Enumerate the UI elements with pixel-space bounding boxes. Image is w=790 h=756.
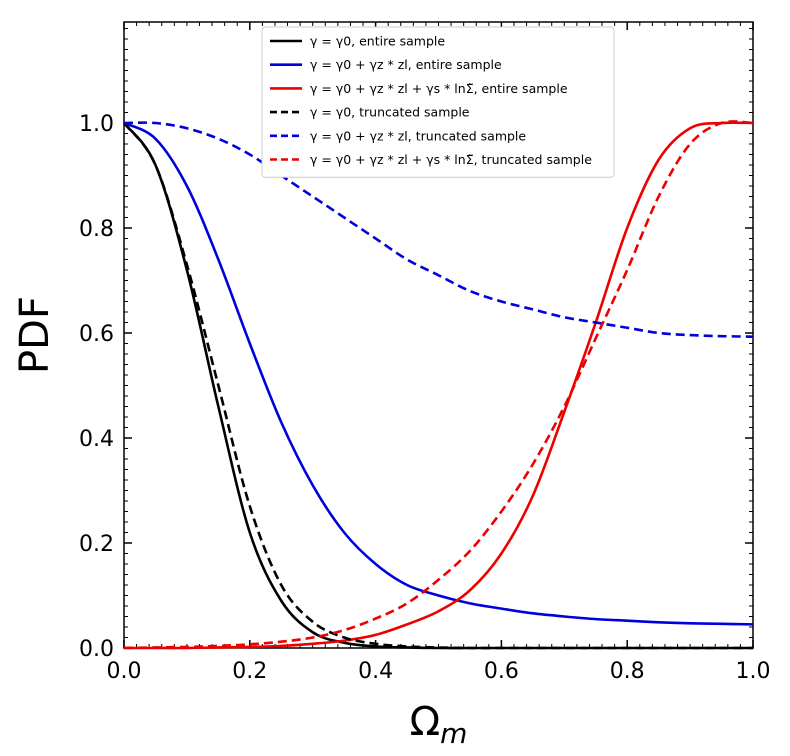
x-axis-label-main: Ω <box>410 699 441 745</box>
legend-entry: γ = γ0 + γz * zl + γs * lnΣ̃, entire sam… <box>270 81 568 96</box>
legend-items: γ = γ0, entire sample γ = γ0 + γz * zl, e… <box>270 34 592 167</box>
legend-label: γ = γ0 + γz * zl + γs * lnΣ̃, truncated … <box>310 152 592 167</box>
legend-label: γ = γ0 + γz * zl + γs * lnΣ̃, entire sam… <box>310 81 568 96</box>
legend-entry: γ = γ0, truncated sample <box>270 105 470 120</box>
legend-entry: γ = γ0 + γz * zl, entire sample <box>270 57 502 72</box>
legend-entry: γ = γ0 + γz * zl + γs * lnΣ̃, truncated … <box>270 152 592 167</box>
x-tick-label: 0.2 <box>232 659 267 684</box>
series-blue-truncated <box>123 121 754 338</box>
x-tick-label: 0.6 <box>484 659 519 684</box>
y-tick-label: 0.4 <box>79 427 114 452</box>
legend-box <box>261 26 615 178</box>
series-red-truncated <box>123 120 754 650</box>
y-tick-label: 0.2 <box>79 532 114 557</box>
legend-label: γ = γ0 + γz * zl, entire sample <box>310 57 502 72</box>
x-tick-labels: 0.0 0.2 0.4 0.6 0.8 1.0 <box>107 659 771 684</box>
y-tick-label: 0.0 <box>79 637 114 662</box>
legend-label: γ = γ0, truncated sample <box>310 105 470 120</box>
series-black-truncated <box>122 122 753 650</box>
x-tick-label: 1.0 <box>736 659 771 684</box>
series-lines <box>122 120 754 650</box>
series-red-entire <box>124 121 754 650</box>
legend-entry: γ = γ0, entire sample <box>270 34 445 49</box>
x-axis-label-sub: m <box>440 717 467 750</box>
legend-label: γ = γ0 + γz * zl, truncated sample <box>310 128 526 143</box>
series-blue-entire <box>123 121 754 626</box>
legend-entry: γ = γ0 + γz * zl, truncated sample <box>270 128 526 143</box>
y-tick-label: 1.0 <box>79 112 114 137</box>
legend: γ = γ0, entire sample γ = γ0 + γz * zl, e… <box>261 26 615 178</box>
y-tick-label: 0.8 <box>79 217 114 242</box>
y-tick-label: 0.6 <box>79 322 114 347</box>
x-tick-label: 0.4 <box>358 659 393 684</box>
x-tick-label: 0.8 <box>610 659 645 684</box>
y-axis-label: PDF <box>12 296 58 374</box>
x-tick-label: 0.0 <box>107 659 142 684</box>
x-axis-label: Ωm <box>410 699 468 750</box>
legend-label: γ = γ0, entire sample <box>310 34 445 49</box>
y-tick-labels: 0.0 0.2 0.4 0.6 0.8 1.0 <box>79 112 114 662</box>
